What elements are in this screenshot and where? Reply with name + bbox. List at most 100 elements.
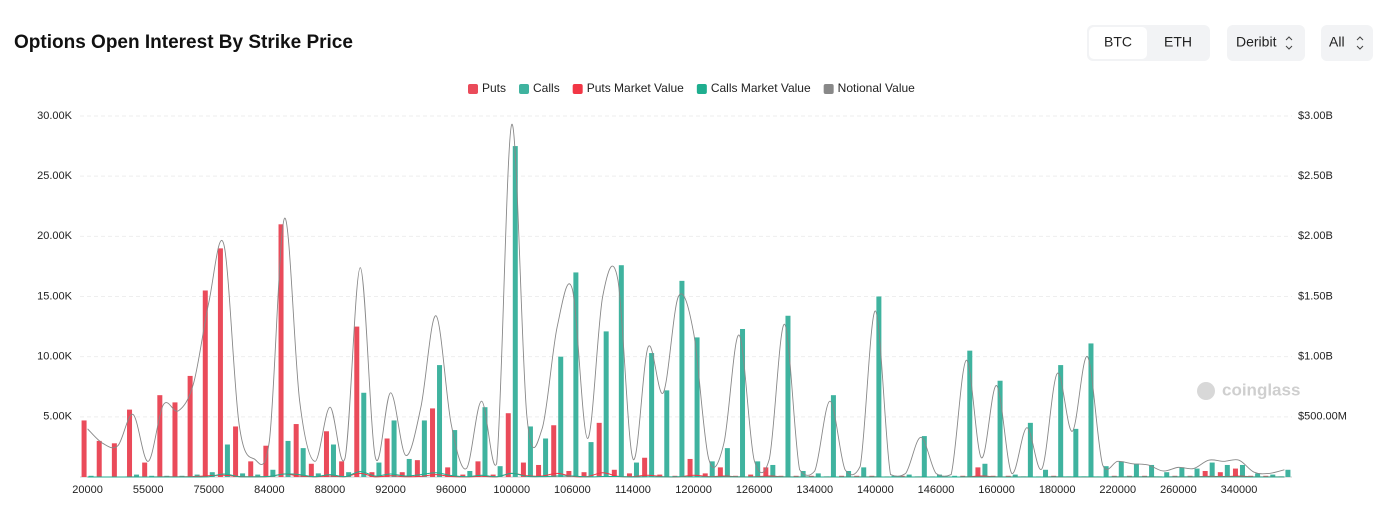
tab-btc[interactable]: BTC	[1104, 34, 1132, 50]
line-3	[87, 471, 1285, 478]
bar	[323, 431, 329, 477]
bar	[967, 350, 973, 477]
bar	[376, 462, 382, 477]
bar	[255, 474, 261, 477]
bar	[1270, 474, 1276, 477]
y-tick-label: 20.00K	[37, 230, 73, 242]
bar	[596, 422, 602, 477]
x-tick-label: 20000	[72, 484, 103, 496]
bar	[224, 444, 230, 477]
y2-tick-label: $1.50B	[1298, 290, 1333, 302]
legend-swatch	[823, 84, 834, 94]
x-tick-label: 88000	[315, 484, 346, 496]
tab-eth[interactable]: ETH	[1164, 34, 1192, 50]
bar	[982, 463, 988, 477]
bar	[618, 265, 624, 477]
bar	[1239, 464, 1245, 477]
x-tick-label: 55000	[133, 484, 164, 496]
bar	[1224, 464, 1230, 477]
bar	[475, 461, 481, 477]
bar	[187, 375, 193, 477]
bar	[452, 430, 458, 477]
x-tick-label: 100000	[493, 484, 530, 496]
x-tick-label: 134000	[796, 484, 833, 496]
legend-swatch	[696, 84, 707, 94]
select-arrow	[1356, 36, 1364, 50]
bar	[1088, 343, 1094, 477]
legend-label: Calls	[533, 81, 560, 95]
bar	[460, 474, 466, 477]
bar	[157, 395, 163, 477]
bar	[1172, 475, 1178, 477]
bar	[285, 440, 291, 477]
x-tick-label: 84000	[254, 484, 285, 496]
bar	[642, 457, 648, 477]
filter-select[interactable]	[1321, 25, 1373, 61]
bar	[1179, 467, 1185, 477]
bar	[369, 472, 375, 477]
bar	[88, 475, 94, 477]
x-tick-label: 75000	[193, 484, 224, 496]
select-arrow	[1285, 36, 1293, 50]
bar	[717, 467, 723, 477]
bar	[209, 472, 215, 477]
line-4	[87, 123, 1285, 477]
bar	[391, 420, 397, 477]
bar	[293, 424, 299, 477]
bar	[573, 272, 579, 477]
bar	[406, 458, 412, 477]
bar	[1209, 462, 1215, 477]
legend-label: Notional Value	[838, 81, 915, 95]
legend-swatch	[468, 84, 478, 94]
y-tick-label: 15.00K	[37, 290, 73, 302]
bar	[899, 475, 905, 477]
bar	[127, 409, 133, 477]
bar	[414, 460, 420, 477]
bar	[740, 328, 746, 477]
x-tick-label: 114000	[615, 484, 651, 496]
watermark: coinglass	[1222, 380, 1300, 399]
tab-active-bg	[1089, 27, 1147, 59]
bar	[839, 475, 845, 477]
bar	[308, 463, 314, 477]
bar	[1194, 468, 1200, 477]
x-tick-label: 160000	[978, 484, 1015, 496]
bar	[490, 474, 496, 477]
bar	[724, 448, 730, 477]
bar	[512, 146, 518, 478]
bar	[1073, 428, 1079, 477]
y-tick-label: 25.00K	[37, 170, 73, 182]
bar	[906, 474, 912, 477]
bar	[437, 365, 443, 477]
legend-label: Puts	[482, 81, 506, 95]
bar	[270, 469, 276, 477]
bar	[603, 331, 609, 477]
bar	[142, 462, 148, 477]
bar	[527, 426, 533, 477]
bar	[278, 224, 284, 477]
x-tick-label: 126000	[736, 484, 773, 496]
bar	[815, 473, 821, 477]
bar	[172, 402, 178, 477]
bar	[611, 469, 617, 477]
bar	[997, 380, 1003, 477]
exchange-select[interactable]	[1227, 25, 1305, 61]
filter-label[interactable]: All	[1329, 34, 1345, 50]
bar	[240, 473, 246, 477]
bar	[1133, 463, 1139, 477]
exchange-label[interactable]: Deribit	[1236, 34, 1277, 50]
bar	[233, 426, 239, 477]
bar	[361, 392, 367, 477]
y-tick-label: 30.00K	[37, 110, 73, 122]
bar	[330, 444, 336, 477]
bar	[430, 408, 436, 477]
y2-tick-label: $2.00B	[1298, 230, 1333, 242]
bar	[543, 438, 549, 477]
bar	[1103, 466, 1109, 477]
bar	[664, 390, 670, 477]
bar	[649, 353, 655, 477]
bar	[467, 470, 473, 477]
bar	[520, 462, 526, 477]
legend-label: Puts Market Value	[587, 81, 684, 95]
x-tick-label: 92000	[375, 484, 406, 496]
